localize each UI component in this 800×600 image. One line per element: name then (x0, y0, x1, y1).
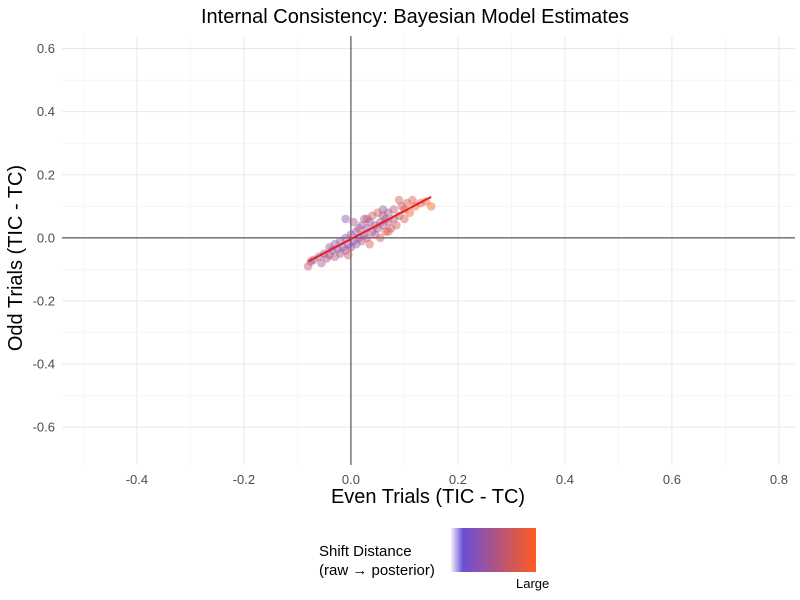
data-point (397, 202, 407, 211)
data-point (362, 214, 372, 224)
x-tick-label: -0.4 (126, 472, 148, 487)
data-point (359, 214, 369, 224)
grid-layer (62, 36, 795, 465)
data-point (354, 224, 364, 233)
data-point (322, 254, 332, 263)
reference-lines (62, 36, 795, 465)
data-point (376, 233, 385, 243)
data-point (343, 250, 353, 260)
fit-line-layer (307, 195, 432, 263)
regression-line (307, 195, 432, 263)
chart-title: Internal Consistency: Bayesian Model Est… (201, 6, 629, 28)
x-tick-label: 0.8 (770, 472, 788, 487)
y-tick-label: -0.4 (33, 357, 55, 372)
x-tick-label: 0.0 (342, 472, 360, 487)
data-point (378, 211, 388, 221)
data-point (346, 243, 356, 252)
data-point (408, 195, 417, 205)
data-point (303, 261, 313, 271)
x-tick-label: 0.2 (449, 472, 467, 487)
data-point (386, 224, 396, 233)
data-point (357, 236, 366, 246)
x-axis-title: Even Trials (TIC - TC) (331, 486, 525, 508)
x-tick-label: 0.4 (556, 472, 574, 487)
y-tick-label: -0.2 (33, 293, 55, 308)
data-point (357, 220, 366, 230)
legend-colorbar (450, 528, 536, 572)
data-point (405, 208, 415, 217)
data-point (368, 211, 377, 221)
data-point (362, 233, 372, 243)
data-point (341, 214, 350, 224)
legend: Shift Distance (raw → posterior) Large (319, 528, 549, 591)
data-point (365, 239, 374, 249)
data-point (351, 239, 361, 249)
data-point (426, 202, 436, 211)
y-axis-title: Odd Trials (TIC - TC) (5, 165, 27, 351)
data-point (341, 246, 350, 255)
legend-label-large: Large (516, 576, 549, 591)
data-point (335, 249, 345, 258)
x-tick-label: -0.2 (233, 472, 255, 487)
data-point (392, 220, 401, 230)
data-point (365, 217, 374, 227)
data-point (351, 227, 361, 236)
data-point (381, 227, 390, 236)
data-point (400, 214, 409, 224)
data-point (378, 205, 388, 214)
y-tick-label: -0.6 (33, 420, 55, 435)
data-point (384, 227, 393, 236)
data-point (330, 252, 340, 262)
legend-title-line2: (raw → posterior) (319, 562, 435, 579)
data-point (370, 230, 380, 240)
data-point (402, 198, 412, 208)
data-point (389, 205, 399, 214)
data-point (384, 208, 393, 217)
x-tick-label: 0.6 (663, 472, 681, 487)
data-point (349, 217, 358, 227)
tick-labels: -0.4 -0.2 0.0 0.2 0.4 0.6 0.8 -0.6 -0.4 -0.2 0.0 0.… (33, 41, 788, 487)
points-layer (303, 195, 436, 271)
data-point (325, 250, 334, 260)
y-tick-label: 0.4 (37, 104, 55, 119)
y-tick-label: 0.0 (37, 230, 55, 245)
y-tick-label: 0.6 (37, 41, 55, 56)
legend-title-line1: Shift Distance (319, 543, 412, 560)
y-tick-label: 0.2 (37, 167, 55, 182)
data-point (394, 195, 404, 205)
data-point (317, 258, 326, 268)
data-point (373, 208, 382, 217)
